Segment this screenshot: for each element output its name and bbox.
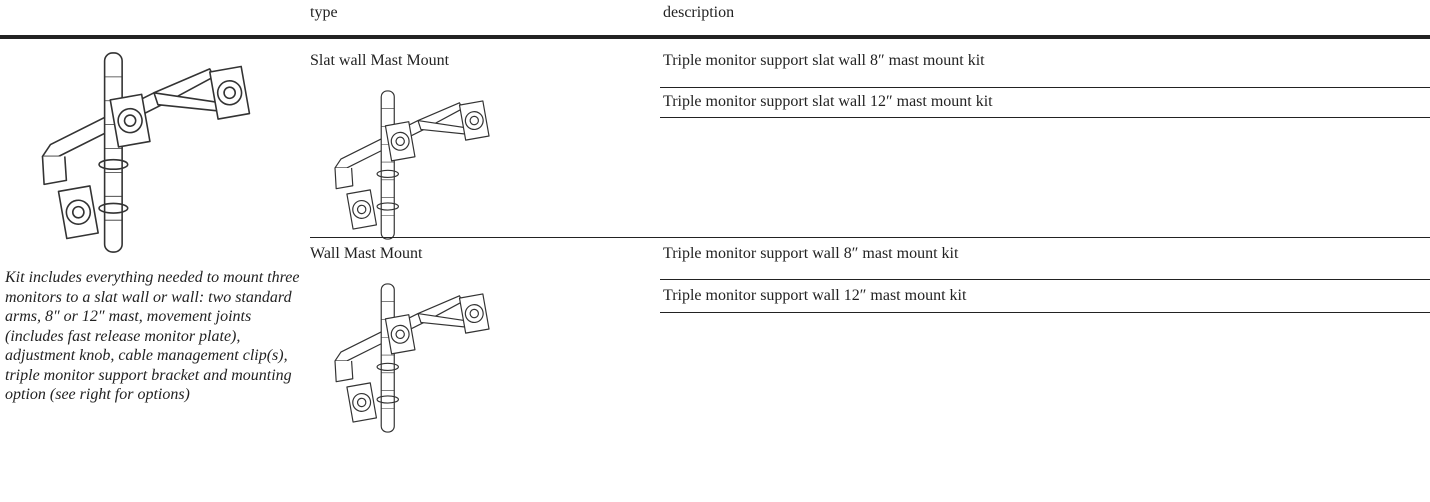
section-rule bbox=[310, 237, 1430, 238]
intro-text: Kit includes everything needed to mount … bbox=[5, 269, 300, 403]
row-rule bbox=[660, 279, 1430, 280]
type-label: Slat wall Mast Mount bbox=[310, 52, 450, 69]
type-label: Wall Mast Mount bbox=[310, 245, 423, 262]
row-rule bbox=[660, 117, 1430, 118]
description: Triple monitor support slat wall 8″ mast… bbox=[663, 52, 985, 69]
type-image bbox=[334, 283, 490, 433]
description: Triple monitor support slat wall 12″ mas… bbox=[663, 93, 993, 110]
column-header: description bbox=[663, 4, 735, 21]
column-header: type bbox=[310, 4, 338, 21]
product-image bbox=[41, 52, 251, 253]
type-image bbox=[334, 90, 490, 240]
row-rule bbox=[660, 87, 1430, 88]
description: Triple monitor support wall 12″ mast mou… bbox=[663, 287, 967, 304]
row-rule bbox=[660, 312, 1430, 313]
description: Triple monitor support wall 8″ mast moun… bbox=[663, 245, 959, 262]
header-rule bbox=[0, 35, 1430, 39]
